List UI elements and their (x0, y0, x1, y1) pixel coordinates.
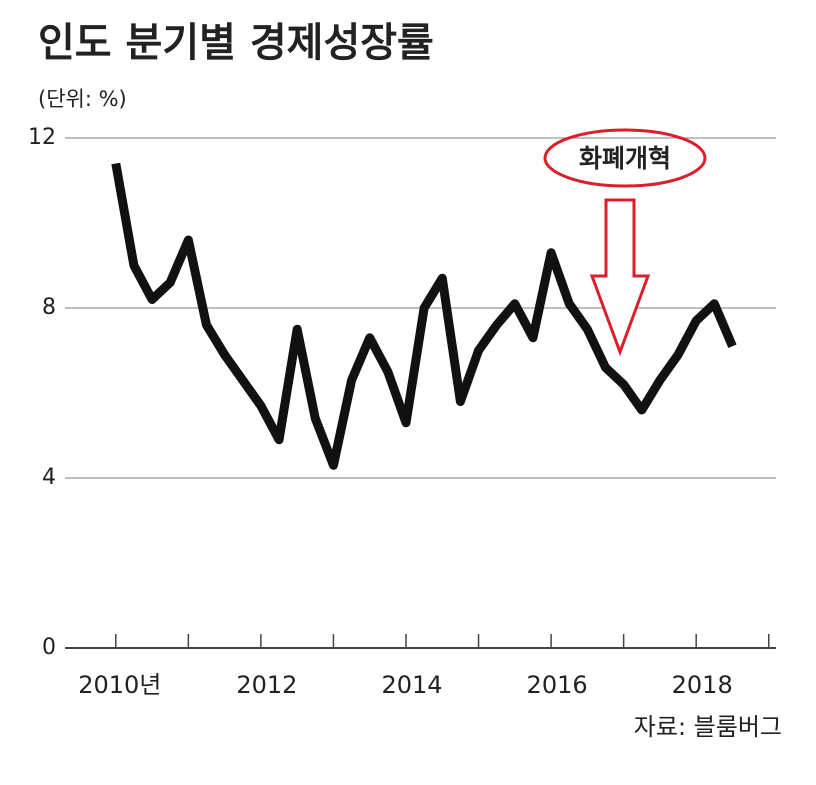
y-tick-label: 0 (42, 635, 56, 660)
annotation-text: 화폐개혁 (579, 144, 671, 173)
y-tick-label: 12 (28, 125, 56, 150)
x-tick-label: 2014 (381, 671, 442, 699)
line-series (111, 162, 737, 470)
chart-subtitle: (단위: %) (38, 87, 127, 111)
chart-title: 인도 분기별 경제성장률 (38, 20, 434, 66)
annotation-arrow (589, 198, 651, 357)
x-tick-label: 2016 (527, 671, 588, 699)
annotation-group: 화폐개혁 (543, 128, 707, 357)
plot-area: 0 4 8 12 2010년 2012 2014 2016 2018 (28, 125, 776, 699)
source: 자료: 블룸버그 (634, 713, 782, 741)
x-tick-label: 2018 (672, 671, 733, 699)
y-tick-label: 8 (42, 295, 56, 320)
annotation-ellipse (543, 128, 707, 188)
x-tick-label: 2012 (236, 671, 297, 699)
y-tick-label: 4 (42, 465, 56, 490)
x-tick-label: 2010년 (78, 671, 161, 699)
